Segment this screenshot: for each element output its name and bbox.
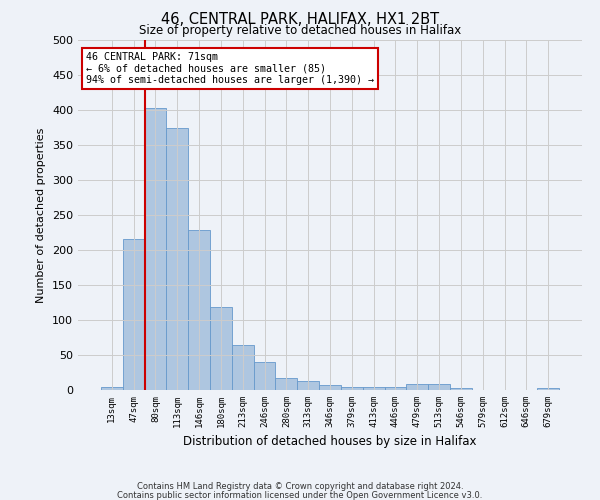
Bar xyxy=(385,387,406,390)
Text: 46 CENTRAL PARK: 71sqm
← 6% of detached houses are smaller (85)
94% of semi-deta: 46 CENTRAL PARK: 71sqm ← 6% of detached … xyxy=(86,52,374,86)
Bar xyxy=(275,378,297,390)
Y-axis label: Number of detached properties: Number of detached properties xyxy=(37,128,46,302)
Bar xyxy=(166,128,188,390)
Text: 46, CENTRAL PARK, HALIFAX, HX1 2BT: 46, CENTRAL PARK, HALIFAX, HX1 2BT xyxy=(161,12,439,28)
Bar xyxy=(319,385,341,390)
Bar xyxy=(537,388,559,390)
Bar xyxy=(188,230,210,390)
Bar xyxy=(101,387,123,390)
Bar xyxy=(145,108,166,390)
Text: Contains HM Land Registry data © Crown copyright and database right 2024.: Contains HM Land Registry data © Crown c… xyxy=(137,482,463,491)
Bar xyxy=(254,362,275,390)
Text: Size of property relative to detached houses in Halifax: Size of property relative to detached ho… xyxy=(139,24,461,37)
X-axis label: Distribution of detached houses by size in Halifax: Distribution of detached houses by size … xyxy=(183,436,477,448)
Bar xyxy=(232,344,254,390)
Bar xyxy=(297,381,319,390)
Bar xyxy=(363,387,385,390)
Bar xyxy=(341,387,363,390)
Bar xyxy=(123,239,145,390)
Text: Contains public sector information licensed under the Open Government Licence v3: Contains public sector information licen… xyxy=(118,490,482,500)
Bar xyxy=(210,306,232,390)
Bar xyxy=(406,384,428,390)
Bar xyxy=(450,388,472,390)
Bar xyxy=(428,384,450,390)
